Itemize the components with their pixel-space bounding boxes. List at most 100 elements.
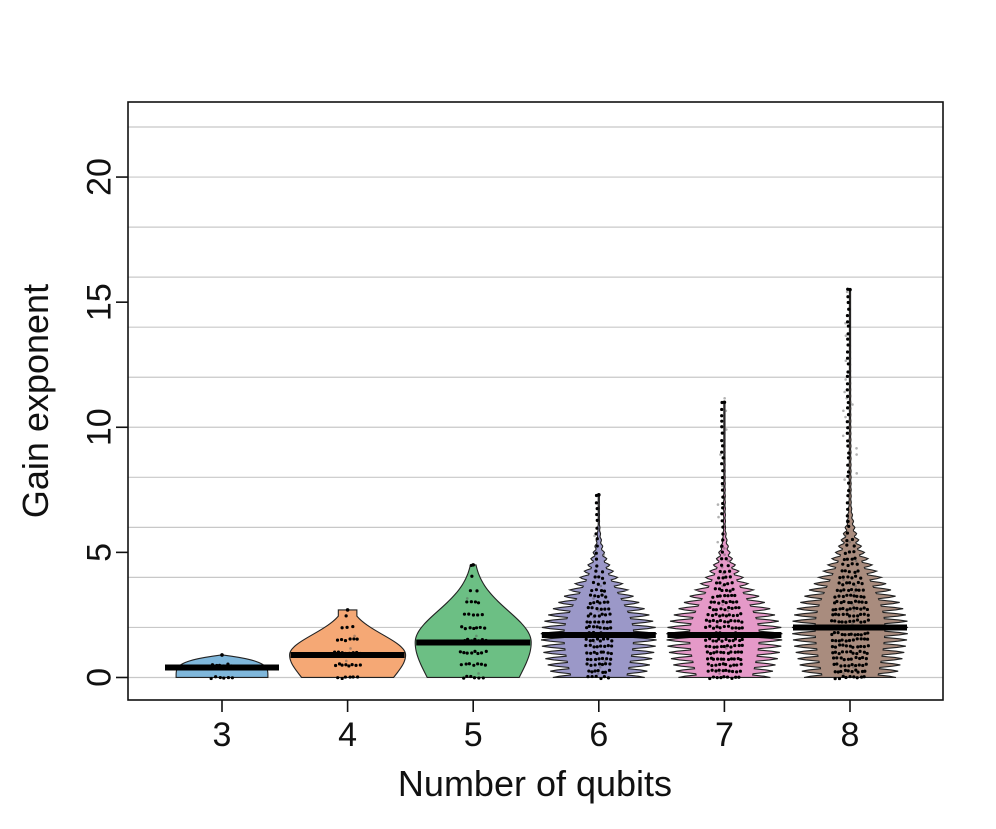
data-point-8 xyxy=(853,599,858,603)
data-point-3 xyxy=(214,675,218,679)
data-point-6 xyxy=(590,674,594,679)
data-point-8 xyxy=(855,472,859,475)
data-point-8 xyxy=(841,643,845,647)
data-point-6 xyxy=(595,507,599,511)
data-point-6 xyxy=(608,620,612,624)
data-point-7 xyxy=(715,657,720,661)
data-point-7 xyxy=(704,644,708,648)
data-point-7 xyxy=(726,594,730,598)
data-point-8 xyxy=(851,638,855,642)
data-point-6 xyxy=(605,657,609,661)
data-point-8 xyxy=(846,481,851,485)
data-point-6 xyxy=(594,551,598,555)
data-point-8 xyxy=(850,662,854,667)
data-point-6 xyxy=(606,651,610,655)
data-point-5 xyxy=(483,626,487,630)
data-point-6 xyxy=(596,594,600,599)
data-point-7 xyxy=(717,601,721,605)
data-point-7 xyxy=(725,644,729,648)
x-axis-ticks: 3 4 5 6 7 8 xyxy=(213,700,859,754)
data-point-7 xyxy=(728,575,732,579)
data-point-7 xyxy=(720,563,724,567)
data-point-6 xyxy=(597,662,602,666)
data-point-8 xyxy=(843,478,846,481)
data-point-5 xyxy=(478,625,482,630)
data-point-8 xyxy=(833,650,838,654)
data-point-7 xyxy=(720,425,724,429)
data-point-8 xyxy=(852,582,856,586)
data-point-7 xyxy=(724,600,728,605)
data-point-5 xyxy=(476,613,480,617)
data-point-7 xyxy=(737,626,741,630)
data-point-6 xyxy=(606,676,611,680)
data-point-6 xyxy=(589,657,593,662)
data-point-7 xyxy=(728,589,732,593)
data-point-8 xyxy=(851,651,855,655)
data-point-7 xyxy=(708,637,712,641)
data-point-8 xyxy=(859,675,864,679)
data-point-6 xyxy=(588,601,592,606)
data-point-8 xyxy=(852,614,856,618)
data-point-8 xyxy=(847,489,851,493)
data-point-5 xyxy=(464,662,468,666)
data-point-7 xyxy=(739,662,743,666)
data-point-8 xyxy=(848,614,852,618)
data-point-8 xyxy=(855,562,859,566)
data-point-8 xyxy=(845,514,849,518)
data-point-7 xyxy=(723,608,727,612)
data-point-7 xyxy=(720,557,724,561)
data-point-8 xyxy=(846,406,850,410)
data-point-8 xyxy=(833,645,838,649)
data-point-7 xyxy=(726,582,730,586)
data-point-6 xyxy=(598,665,602,669)
data-point-8 xyxy=(846,456,851,460)
data-point-8 xyxy=(835,656,839,660)
data-point-8 xyxy=(831,651,835,655)
data-point-6 xyxy=(591,580,596,585)
data-point-6 xyxy=(602,626,606,630)
data-point-6 xyxy=(600,656,605,661)
data-point-5 xyxy=(468,626,472,630)
data-point-4 xyxy=(351,624,355,629)
data-point-7 xyxy=(721,603,724,606)
data-point-8 xyxy=(833,670,837,674)
data-point-7 xyxy=(716,540,720,544)
data-point-4 xyxy=(339,637,344,642)
data-point-7 xyxy=(708,624,712,628)
data-point-6 xyxy=(588,643,592,647)
data-point-5 xyxy=(479,662,484,666)
x-tick-label: 6 xyxy=(589,716,608,754)
data-point-7 xyxy=(721,501,725,506)
data-point-7 xyxy=(724,557,728,561)
data-point-7 xyxy=(710,613,715,618)
data-point-7 xyxy=(720,414,724,418)
data-point-5 xyxy=(477,676,481,680)
data-point-7 xyxy=(717,668,721,672)
data-point-6 xyxy=(603,644,607,648)
data-point-7 xyxy=(720,476,725,480)
data-point-6 xyxy=(597,657,601,661)
data-point-4 xyxy=(343,675,347,679)
data-point-8 xyxy=(845,531,850,535)
data-point-8 xyxy=(854,574,858,578)
data-point-7 xyxy=(731,587,735,591)
data-point-8 xyxy=(837,651,841,656)
data-point-8 xyxy=(855,446,858,450)
data-point-8 xyxy=(841,575,845,579)
data-point-8 xyxy=(846,413,851,417)
data-point-7 xyxy=(718,581,722,585)
data-point-6 xyxy=(593,534,596,538)
data-point-8 xyxy=(861,588,865,592)
data-point-8 xyxy=(854,663,858,668)
data-point-8 xyxy=(842,658,846,662)
data-point-8 xyxy=(833,676,837,681)
data-point-4 xyxy=(337,662,342,666)
data-point-4 xyxy=(336,676,340,680)
data-point-7 xyxy=(720,419,724,423)
data-point-7 xyxy=(708,605,712,610)
data-point-7 xyxy=(736,656,740,661)
data-point-7 xyxy=(714,639,718,643)
data-point-8 xyxy=(862,645,866,649)
data-point-7 xyxy=(716,503,720,506)
data-point-8 xyxy=(856,645,860,649)
